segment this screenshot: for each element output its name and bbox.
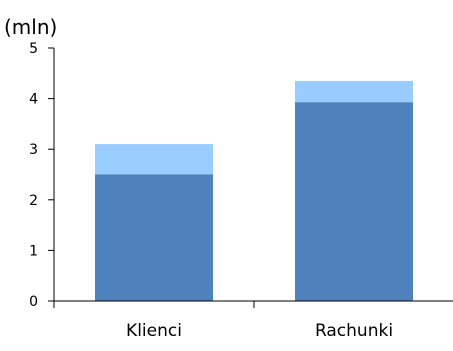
bars-layer [95, 80, 413, 301]
y-tick-label: 3 [29, 142, 38, 158]
y-tick-label: 1 [29, 243, 38, 259]
y-unit-label: (mln) [4, 15, 57, 39]
bar-klienci-segment-1 [95, 174, 213, 301]
x-tick-label-rachunki: Rachunki [315, 321, 393, 341]
x-tick-label-klienci: Klienci [126, 321, 182, 341]
y-tick-label: 5 [29, 41, 38, 57]
y-tick-label: 2 [29, 193, 38, 209]
bar-rachunki-segment-2 [295, 80, 413, 103]
y-tick-label: 0 [29, 294, 38, 310]
y-tick-label: 4 [29, 92, 38, 108]
axes-layer: Klienci Rachunki 0 1 2 3 4 5 [29, 41, 453, 341]
bar-klienci-segment-2 [95, 144, 213, 175]
bar-rachunki-segment-1 [295, 102, 413, 301]
